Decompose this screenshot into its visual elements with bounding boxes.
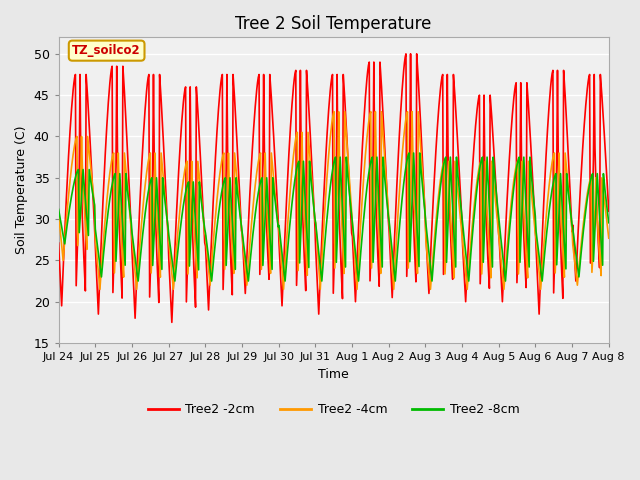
Text: TZ_soilco2: TZ_soilco2 [72,44,141,57]
Line: Tree2 -2cm: Tree2 -2cm [59,54,609,323]
Tree2 -8cm [134,278,142,284]
Tree2 -4cm [418,164,426,170]
Tree2 -2cm [65,154,72,159]
Tree2 -2cm [122,103,129,108]
Tree2 -4cm [122,167,130,173]
Tree2 -2cm [605,208,612,214]
Tree2 -8cm [122,263,129,268]
Tree2 -8cm [418,179,426,184]
X-axis label: Time: Time [318,368,349,381]
Tree2 -4cm [65,193,72,199]
Tree2 -2cm [401,54,409,60]
Tree2 -8cm [207,272,214,278]
Legend: Tree2 -2cm, Tree2 -4cm, Tree2 -8cm: Tree2 -2cm, Tree2 -4cm, Tree2 -8cm [143,398,524,421]
Tree2 -2cm [207,251,214,256]
Tree2 -2cm [418,149,426,155]
Tree2 -4cm [55,211,63,217]
Tree2 -4cm [207,272,214,277]
Line: Tree2 -4cm: Tree2 -4cm [59,112,609,289]
Tree2 -4cm [330,109,338,115]
Tree2 -8cm [65,212,72,218]
Tree2 -2cm [168,320,175,325]
Tree2 -2cm [178,119,186,124]
Tree2 -8cm [605,220,612,226]
Tree2 -4cm [605,235,612,241]
Tree2 -8cm [55,206,63,212]
Tree2 -2cm [55,240,63,246]
Tree2 -8cm [405,150,413,156]
Tree2 -4cm [96,287,104,292]
Tree2 -4cm [178,190,186,195]
Tree2 -2cm [402,51,410,57]
Tree2 -8cm [401,169,409,175]
Y-axis label: Soil Temperature (C): Soil Temperature (C) [15,126,28,254]
Title: Tree 2 Soil Temperature: Tree 2 Soil Temperature [236,15,432,33]
Line: Tree2 -8cm: Tree2 -8cm [59,153,609,281]
Tree2 -8cm [178,214,186,220]
Tree2 -4cm [402,115,410,121]
